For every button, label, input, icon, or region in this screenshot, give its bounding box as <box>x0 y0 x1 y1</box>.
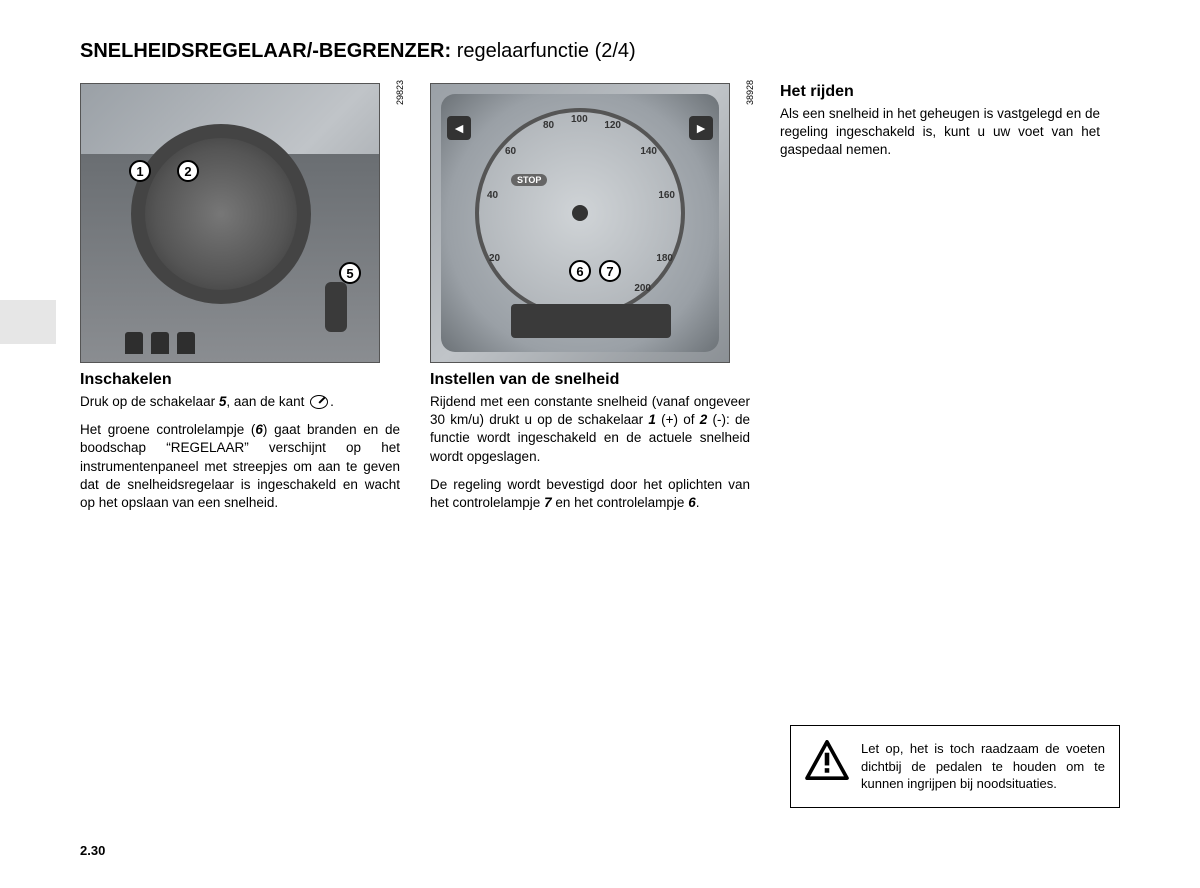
text: en het controlelampje <box>552 495 689 510</box>
pedal <box>125 332 143 354</box>
figure-steering-wheel: 29823 1 2 5 <box>80 83 380 363</box>
text: (+) of <box>656 412 700 427</box>
page-title: SNELHEIDSREGELAAR/-BEGRENZER: regelaarfu… <box>80 40 1120 63</box>
col2-p2: De regeling wordt bevestigd door het opl… <box>430 476 750 512</box>
column-right: Het rijden Als een snelheid in het geheu… <box>780 83 1100 522</box>
steering-wheel-icon <box>131 124 311 304</box>
text: , aan de kant <box>226 394 308 409</box>
warning-box: Let op, het is toch raadzaam de voeten d… <box>790 725 1120 808</box>
callout-5: 5 <box>339 262 361 284</box>
pedal <box>151 332 169 354</box>
title-sub: regelaarfunctie (2/4) <box>457 40 636 62</box>
tick-80: 80 <box>543 120 554 131</box>
page-number: 2.30 <box>80 843 105 858</box>
tick-20: 20 <box>489 253 500 264</box>
pedal <box>177 332 195 354</box>
callout-1: 1 <box>129 160 151 182</box>
tick-100: 100 <box>571 114 588 125</box>
figure-speedometer: 38928 ◄ ► 20 40 60 80 100 120 140 160 1 <box>430 83 730 363</box>
cruise-icon <box>310 395 328 409</box>
manual-page: SNELHEIDSREGELAAR/-BEGRENZER: regelaarfu… <box>0 0 1200 888</box>
column-left: 29823 1 2 5 Inschakelen Druk op de schak… <box>80 83 400 522</box>
text: Druk op de schakelaar <box>80 394 219 409</box>
dial: 20 40 60 80 100 120 140 160 180 200 <box>475 108 685 318</box>
callout-2: 2 <box>177 160 199 182</box>
text: . <box>696 495 700 510</box>
tick-120: 120 <box>604 120 621 131</box>
pedals <box>125 332 195 354</box>
lcd-display <box>511 304 671 338</box>
col1-heading: Inschakelen <box>80 371 400 389</box>
col1-p1: Druk op de schakelaar 5, aan de kant . <box>80 393 400 411</box>
columns: 29823 1 2 5 Inschakelen Druk op de schak… <box>80 83 1120 522</box>
warning-icon <box>805 740 849 780</box>
title-main: SNELHEIDSREGELAAR/-BEGRENZER: <box>80 40 451 62</box>
ref-1: 1 <box>648 412 656 427</box>
gear-knob <box>325 282 347 332</box>
stop-badge: STOP <box>511 174 547 186</box>
col1-body: Druk op de schakelaar 5, aan de kant . H… <box>80 393 400 522</box>
tick-200: 200 <box>634 283 651 294</box>
figure-id: 38928 <box>745 80 755 105</box>
tick-60: 60 <box>505 146 516 157</box>
figure-id: 29823 <box>395 80 405 105</box>
tick-180: 180 <box>656 253 673 264</box>
col3-heading: Het rijden <box>780 83 1100 101</box>
tick-40: 40 <box>487 190 498 201</box>
tick-140: 140 <box>640 146 657 157</box>
ref-6b: 6 <box>688 495 696 510</box>
text: . <box>330 394 334 409</box>
col2-heading: Instellen van de snelheid <box>430 371 750 389</box>
ref-7: 7 <box>544 495 552 510</box>
col3-p1: Als een snelheid in het geheugen is vast… <box>780 105 1100 160</box>
col3-body: Als een snelheid in het geheugen is vast… <box>780 105 1100 170</box>
right-arrow-icon: ► <box>689 116 713 140</box>
col2-body: Rijdend met een constante snelheid (vana… <box>430 393 750 522</box>
left-arrow-icon: ◄ <box>447 116 471 140</box>
warning-text: Let op, het is toch raadzaam de voeten d… <box>861 740 1105 793</box>
dial-center <box>572 205 588 221</box>
col2-p1: Rijdend met een constante snelheid (vana… <box>430 393 750 466</box>
col1-p2: Het groene controlelampje (6) gaat brand… <box>80 421 400 512</box>
column-center: 38928 ◄ ► 20 40 60 80 100 120 140 160 1 <box>430 83 750 522</box>
speedo-panel: ◄ ► 20 40 60 80 100 120 140 160 180 200 <box>441 94 719 352</box>
callout-7: 7 <box>599 260 621 282</box>
ref-6: 6 <box>255 422 263 437</box>
tick-160: 160 <box>658 190 675 201</box>
callout-6: 6 <box>569 260 591 282</box>
text: Het groene controlelampje ( <box>80 422 255 437</box>
